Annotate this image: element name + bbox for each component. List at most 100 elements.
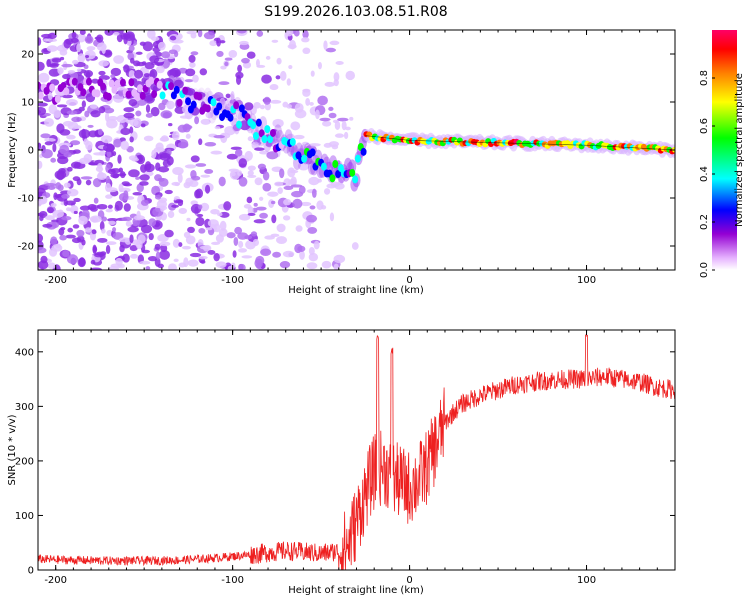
noise-blob [49, 63, 60, 67]
noise-blob [67, 70, 76, 74]
noise-blob [195, 163, 207, 167]
noise-blob [219, 97, 226, 106]
noise-blob [150, 106, 160, 117]
noise-blob [124, 31, 135, 42]
snr-line [38, 334, 675, 570]
noise-blob [148, 233, 154, 241]
noise-blob [269, 99, 282, 104]
noise-blob [132, 220, 139, 227]
noise-blob [252, 238, 260, 247]
noise-blob [98, 70, 106, 76]
noise-blob [205, 111, 214, 119]
noise-blob [47, 185, 56, 190]
ridge-core [182, 86, 189, 95]
snr-x-ticks: -200 -100 0 100 [37, 330, 676, 586]
noise-blob [155, 251, 161, 260]
noise-blob [72, 59, 79, 65]
noise-blob [334, 133, 345, 138]
noise-blob [250, 231, 258, 237]
y-tick-label: 10 [21, 98, 34, 109]
noise-blob [159, 241, 171, 247]
noise-blob [323, 40, 328, 51]
noise-blob [287, 167, 296, 178]
noise-blob [159, 249, 170, 260]
noise-blob [107, 168, 116, 175]
noise-blob [120, 127, 131, 136]
noise-blob [106, 150, 112, 158]
noise-blob [261, 74, 272, 84]
noise-blob [38, 142, 42, 151]
noise-blob [83, 138, 89, 146]
noise-blob [236, 74, 242, 85]
noise-blob [178, 207, 188, 214]
ridge-core [176, 98, 183, 107]
noise-blob [293, 134, 305, 140]
noise-blob [110, 74, 116, 79]
ridge-halo [193, 105, 202, 120]
noise-blob [335, 61, 344, 65]
noise-blob [38, 260, 49, 270]
noise-blob [177, 199, 184, 207]
noise-blob [143, 73, 150, 78]
noise-blob [38, 106, 47, 116]
noise-blob [171, 204, 179, 208]
noise-blob [247, 170, 254, 176]
ridge-core [63, 87, 70, 96]
ridge-core [156, 80, 163, 89]
noise-blob [179, 115, 191, 119]
noise-blob [237, 232, 249, 240]
noise-blob [251, 141, 260, 150]
noise-blob [328, 112, 337, 119]
noise-blob [90, 267, 102, 270]
noise-blob [323, 188, 331, 195]
ridge-core [360, 147, 367, 156]
noise-blob [161, 51, 171, 59]
noise-blob [144, 62, 155, 70]
noise-blob [106, 187, 118, 193]
noise-blob [72, 224, 80, 229]
noise-blob [237, 64, 243, 73]
noise-blob [247, 212, 256, 216]
noise-blob [118, 237, 131, 243]
snr-panel: -200 -100 0 100 0 100 200 300 400 Height of str… [7, 329, 676, 596]
ridge-core [301, 154, 308, 163]
noise-blob [337, 117, 349, 122]
noise-blob [121, 216, 133, 222]
ridge-core [85, 77, 92, 86]
noise-blob [135, 51, 143, 55]
noise-blob [91, 229, 97, 235]
noise-blob [178, 262, 187, 268]
noise-blob [187, 259, 199, 267]
noise-blob [84, 50, 96, 60]
ridge-core [185, 97, 192, 106]
noise-blob [325, 47, 337, 53]
noise-blob [214, 126, 221, 130]
noise-blob [103, 143, 115, 152]
noise-blob [129, 57, 135, 64]
noise-blob [48, 68, 60, 77]
noise-blob [38, 72, 50, 83]
noise-blob [282, 250, 295, 258]
noise-blob [120, 140, 129, 151]
noise-blob [216, 212, 223, 217]
noise-blob [62, 249, 70, 258]
noise-blob [313, 240, 320, 250]
noise-blob [38, 37, 42, 46]
noise-blob [66, 110, 78, 115]
noise-blob [123, 64, 130, 73]
noise-blob [305, 98, 311, 106]
noise-blob [113, 138, 122, 148]
noise-blob [168, 263, 177, 270]
ridge-core [148, 76, 155, 85]
noise-blob [238, 213, 251, 221]
noise-blob [43, 38, 50, 42]
noise-blob [118, 91, 124, 96]
noise-blob [114, 200, 123, 211]
noise-blob [306, 214, 318, 223]
noise-blob [38, 247, 47, 254]
colorbar-ticks: 0.0 0.2 0.4 0.6 0.8 [699, 70, 715, 278]
noise-blob [292, 198, 303, 209]
ridge-contour [365, 135, 674, 151]
ridge-core [238, 104, 245, 113]
snr-y-ticks: 0 100 200 300 400 [15, 347, 675, 577]
